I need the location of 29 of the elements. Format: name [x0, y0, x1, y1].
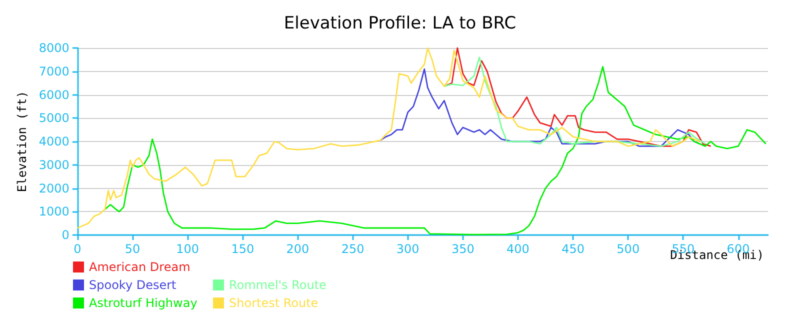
x-tick-label: 200: [286, 242, 310, 256]
legend-label: American Dream: [89, 260, 190, 274]
line-series: [76, 47, 700, 229]
x-tick-label: 150: [231, 242, 254, 256]
y-tick-label: 7000: [38, 64, 70, 78]
y-tick-label: 6000: [38, 88, 70, 102]
x-tick-label: 400: [506, 242, 530, 256]
chart-title: Elevation Profile: LA to BRC: [284, 14, 516, 34]
legend-label: Shortest Route: [229, 296, 318, 310]
y-tick-label: 3000: [38, 158, 70, 172]
x-tick-label: 50: [124, 242, 140, 256]
x-tick-label: 500: [616, 242, 640, 256]
x-tick-label: 350: [451, 242, 474, 256]
legend-label: Rommel's Route: [229, 278, 326, 292]
x-tick-label: 0: [74, 242, 82, 256]
x-tick-label: 300: [396, 242, 420, 256]
y-axis-title: Elevation (ft): [15, 90, 29, 192]
y-tick-label: 2000: [38, 181, 70, 196]
line-series: [104, 66, 766, 236]
legend-label: Astroturf Highway: [89, 296, 198, 310]
y-tick-label: 8000: [38, 41, 70, 55]
x-tick-label: 100: [176, 242, 200, 256]
y-tick-label: 0: [62, 228, 70, 242]
y-tick-label: 1000: [38, 204, 70, 219]
legend-label: Spooky Desert: [89, 278, 177, 292]
x-tick-label: 250: [341, 242, 364, 256]
x-tick-label: 450: [562, 242, 585, 256]
y-tick-label: 5000: [38, 111, 70, 126]
y-tick-label: 4000: [38, 134, 70, 148]
